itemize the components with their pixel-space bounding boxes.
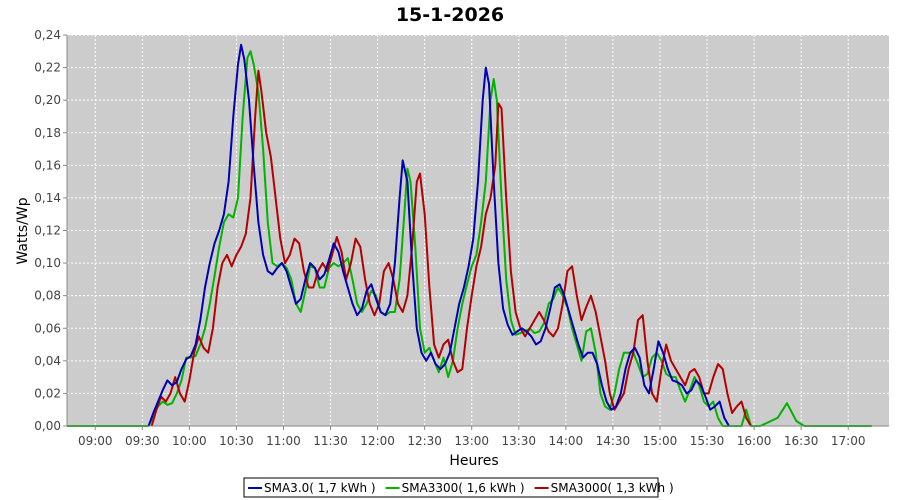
x-axis-ticks: 09:00 09:30 10:00 10:30 11:00 11:30 12:00 12:30… (78, 426, 866, 448)
chart-title: 15-1-2026 (396, 4, 504, 26)
x-tick-label: 16:30 (784, 434, 819, 448)
x-tick-label: 11:30 (313, 434, 348, 448)
legend-label: SMA3300( 1,6 kWh ) (402, 481, 525, 495)
x-tick-label: 15:00 (643, 434, 678, 448)
y-tick-label: 0,02 (34, 386, 61, 400)
legend-label: SMA3.0( 1,7 kWh ) (264, 481, 376, 495)
series-lines (67, 43, 872, 427)
y-tick-label: 0,12 (34, 224, 61, 238)
grid-lines (67, 34, 889, 426)
x-tick-label: 13:30 (501, 434, 536, 448)
legend: SMA3.0( 1,7 kWh ) SMA3300( 1,6 kWh ) SMA30… (243, 477, 674, 498)
x-tick-label: 11:00 (266, 434, 301, 448)
y-axis-ticks: 0,00 0,02 0,04 0,06 0,08 0,10 0,12 0,14 0,16 0,18… (34, 28, 67, 433)
legend-label: SMA3000( 1,3 kWh ) (551, 481, 674, 495)
legend-box (243, 477, 659, 498)
y-tick-label: 0,08 (34, 289, 61, 303)
plot-area (67, 35, 889, 426)
y-tick-label: 0,18 (34, 126, 61, 140)
y-tick-label: 0,06 (34, 321, 61, 335)
x-tick-label: 13:00 (454, 434, 489, 448)
x-tick-label: 16:00 (737, 434, 772, 448)
x-tick-label: 09:00 (78, 434, 113, 448)
x-tick-label: 10:00 (172, 434, 207, 448)
y-tick-label: 0,22 (34, 61, 61, 75)
y-tick-label: 0,04 (34, 354, 61, 368)
y-axis-label: Watts/Wp (15, 197, 31, 264)
x-tick-label: 14:00 (549, 434, 584, 448)
y-tick-label: 0,00 (34, 419, 61, 433)
y-tick-label: 0,14 (34, 191, 61, 205)
y-tick-label: 0,20 (34, 93, 61, 107)
y-tick-label: 0,24 (34, 28, 61, 42)
x-tick-label: 12:30 (407, 434, 442, 448)
series-line (147, 43, 730, 427)
x-tick-label: 09:30 (125, 434, 160, 448)
x-tick-label: 17:00 (831, 434, 866, 448)
x-axis-label: Heures (449, 453, 498, 469)
y-tick-label: 0,16 (34, 158, 61, 172)
x-tick-label: 12:00 (360, 434, 395, 448)
x-tick-label: 14:30 (596, 434, 631, 448)
x-tick-label: 15:30 (690, 434, 725, 448)
x-tick-label: 10:30 (219, 434, 254, 448)
y-tick-label: 0,10 (34, 256, 61, 270)
